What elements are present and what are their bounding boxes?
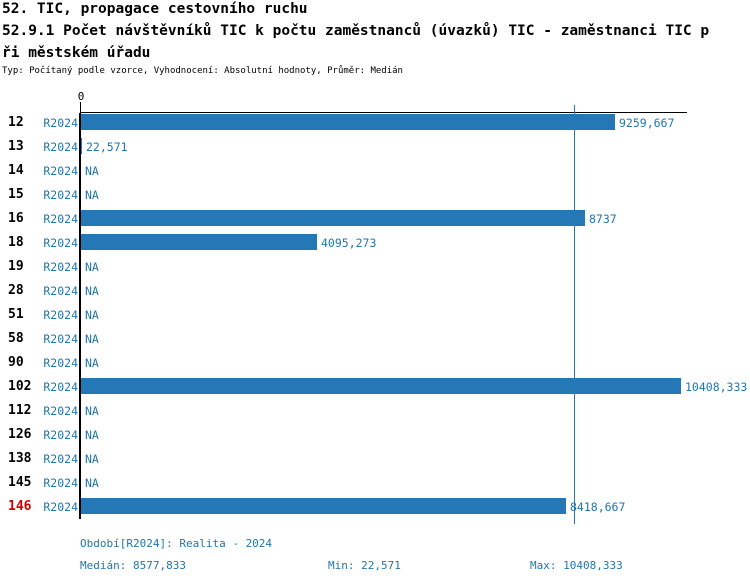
row-period-label-126: R2024 — [43, 428, 78, 442]
bar-16 — [81, 210, 585, 226]
row-value-label-145: NA — [85, 476, 99, 490]
row-id-label-28: 28 — [8, 283, 24, 298]
x-axis-origin-label: 0 — [77, 90, 85, 103]
row-value-label-13: 22,571 — [86, 140, 128, 154]
row-id-label-146: 146 — [8, 499, 32, 514]
row-id-label-126: 126 — [8, 427, 32, 442]
row-value-label-138: NA — [85, 452, 99, 466]
row-period-label-102: R2024 — [43, 380, 78, 394]
row-value-label-146: 8418,667 — [570, 500, 626, 514]
y-axis-line — [79, 113, 81, 519]
median-line — [574, 105, 575, 524]
footer-max-stat: Max: 10408,333 — [530, 559, 623, 572]
bar-146 — [81, 498, 566, 514]
row-period-label-16: R2024 — [43, 212, 78, 226]
footer-period-label: Období[R2024]: Realita - 2024 — [80, 537, 273, 550]
row-id-label-102: 102 — [8, 379, 32, 394]
chart-title-line1: 52. TIC, propagace cestovního ruchu — [2, 1, 308, 17]
row-period-label-12: R2024 — [43, 116, 78, 130]
bar-13 — [81, 138, 82, 154]
row-period-label-145: R2024 — [43, 476, 78, 490]
row-id-label-12: 12 — [8, 115, 24, 130]
row-period-label-138: R2024 — [43, 452, 78, 466]
row-value-label-18: 4095,273 — [321, 236, 377, 250]
row-value-label-14: NA — [85, 164, 99, 178]
row-value-label-112: NA — [85, 404, 99, 418]
row-period-label-90: R2024 — [43, 356, 78, 370]
row-id-label-14: 14 — [8, 163, 24, 178]
bar-102 — [81, 378, 681, 394]
row-value-label-126: NA — [85, 428, 99, 442]
row-id-label-16: 16 — [8, 211, 24, 226]
chart-subtitle: Typ: Počítaný podle vzorce, Vyhodnocení:… — [2, 66, 403, 76]
row-period-label-58: R2024 — [43, 332, 78, 346]
row-period-label-15: R2024 — [43, 188, 78, 202]
bar-12 — [81, 114, 615, 130]
bar-18 — [81, 234, 317, 250]
row-id-label-145: 145 — [8, 475, 32, 490]
row-id-label-138: 138 — [8, 451, 32, 466]
row-value-label-28: NA — [85, 284, 99, 298]
row-period-label-112: R2024 — [43, 404, 78, 418]
row-value-label-90: NA — [85, 356, 99, 370]
footer-median-stat: Medián: 8577,833 — [80, 559, 186, 572]
row-period-label-146: R2024 — [43, 500, 78, 514]
row-period-label-14: R2024 — [43, 164, 78, 178]
row-period-label-18: R2024 — [43, 236, 78, 250]
bar-chart: 0 12 R2024 9259,667 13 R2024 22,571 14 R2024 NA 15… — [8, 90, 748, 524]
row-id-label-19: 19 — [8, 259, 24, 274]
row-value-label-15: NA — [85, 188, 99, 202]
row-value-label-19: NA — [85, 260, 99, 274]
chart-title-line2: 52.9.1 Počet návštěvníků TIC k počtu zam… — [2, 23, 710, 39]
row-period-label-28: R2024 — [43, 284, 78, 298]
row-id-label-112: 112 — [8, 403, 32, 418]
x-axis-line — [80, 112, 687, 113]
row-id-label-58: 58 — [8, 331, 24, 346]
row-period-label-51: R2024 — [43, 308, 78, 322]
row-value-label-16: 8737 — [589, 212, 617, 226]
footer-min-stat: Min: 22,571 — [328, 559, 401, 572]
row-id-label-90: 90 — [8, 355, 24, 370]
row-value-label-12: 9259,667 — [619, 116, 675, 130]
row-id-label-15: 15 — [8, 187, 24, 202]
x-axis-tick — [80, 102, 81, 112]
row-value-label-51: NA — [85, 308, 99, 322]
row-value-label-58: NA — [85, 332, 99, 346]
row-id-label-18: 18 — [8, 235, 24, 250]
row-id-label-51: 51 — [8, 307, 24, 322]
row-period-label-19: R2024 — [43, 260, 78, 274]
row-value-label-102: 10408,333 — [685, 380, 748, 394]
row-id-label-13: 13 — [8, 139, 24, 154]
chart-title-line3: ři městském úřadu — [2, 45, 151, 61]
row-period-label-13: R2024 — [43, 140, 78, 154]
